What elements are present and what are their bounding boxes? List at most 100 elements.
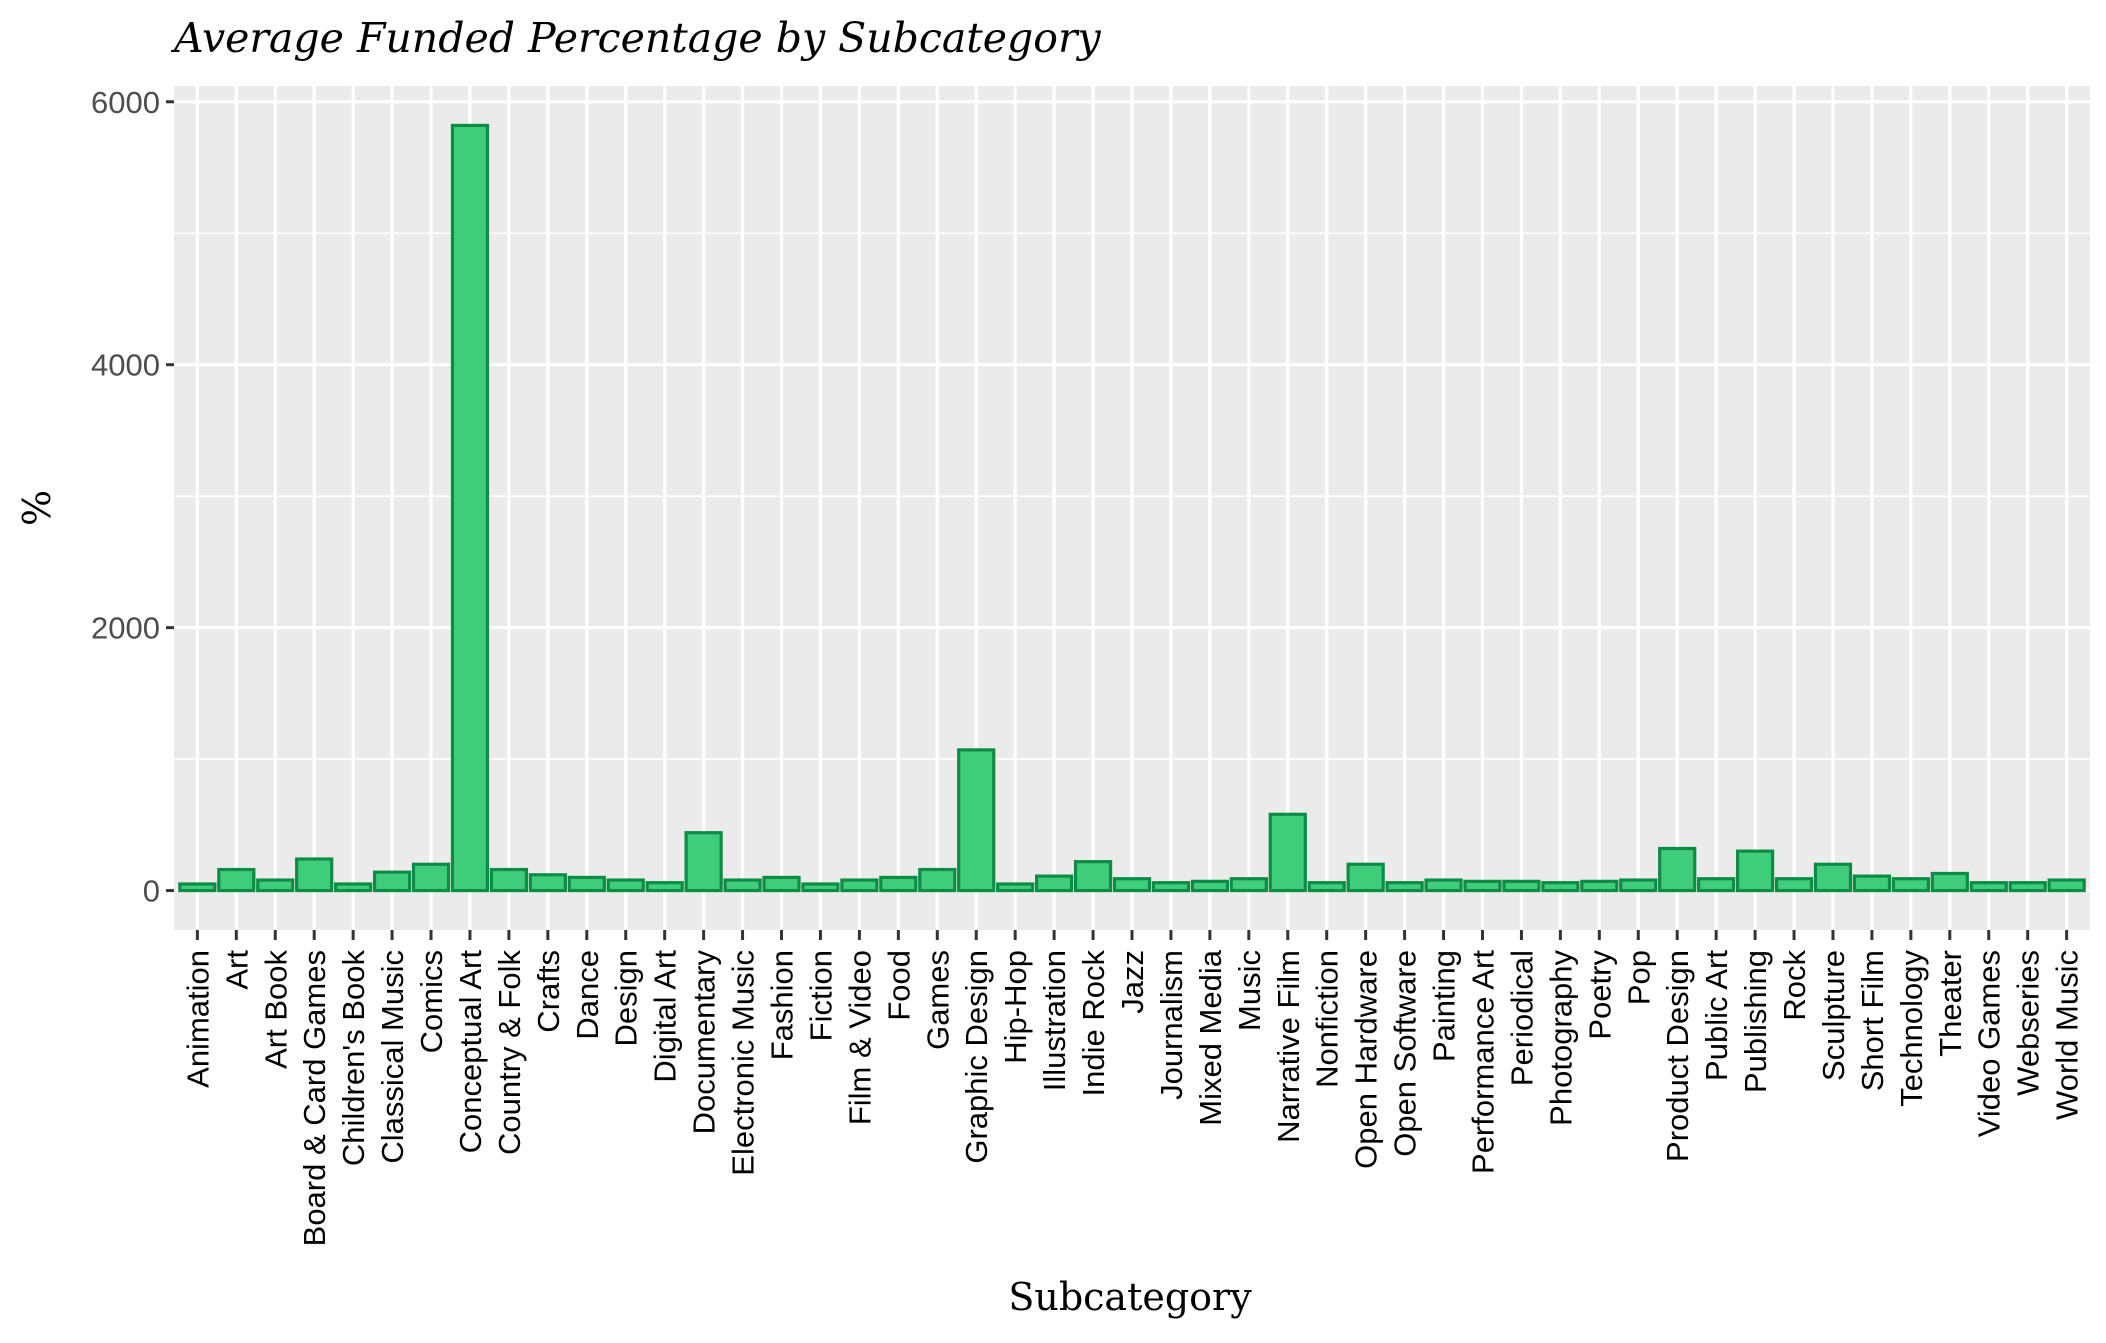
x-tick-label: Photography [1543,950,1578,1126]
bar [1541,881,1580,893]
x-tick-label: Games [920,950,955,1050]
y-tick-label: 4000 [91,348,160,383]
y-tick-label: 0 [143,874,160,909]
x-tick-label: Narrative Film [1271,950,1306,1143]
x-tick-label: Animation [180,950,215,1088]
x-tick-label: Public Art [1699,950,1734,1081]
bar [1619,878,1658,893]
x-tick-label: Pop [1621,950,1656,1005]
x-tick-label: Sculpture [1816,950,1851,1081]
x-tick-label: Video Games [1972,950,2007,1137]
bar [2008,881,2047,893]
x-tick-label: Performance Art [1465,950,1500,1174]
x-tick-label: Digital Art [648,950,683,1083]
bar [1151,881,1191,893]
bar [1190,879,1230,893]
x-tick-label: Film & Video [842,950,877,1125]
bar [450,123,490,893]
x-tick-label: Periodical [1504,950,1539,1086]
bar [1813,862,1853,893]
bar [1034,874,1074,893]
bar [762,875,801,893]
bar [178,882,217,893]
bar [1658,846,1697,893]
x-tick-label: Music [1232,950,1267,1031]
x-tick-label: World Music [2050,950,2085,1120]
bar [918,867,957,893]
x-tick-label: Short Film [1855,950,1890,1091]
bars [178,123,2086,893]
x-tick-label: Art Book [258,950,293,1069]
x-tick-label: Conceptual Art [453,950,488,1154]
x-tick-label: Classical Music [375,950,410,1164]
bar [1580,879,1619,893]
bar [1424,878,1463,893]
x-tick-label: Fashion [765,950,800,1060]
bar [528,873,567,893]
x-tick-label: Art [219,950,254,990]
x-tick-label: Electronic Music [726,950,761,1176]
bar [567,875,606,893]
x-tick-label: Children's Book [336,950,371,1167]
x-tick-label: Board & Card Games [297,950,332,1246]
bar [334,882,373,893]
y-tick-label: 2000 [91,611,160,646]
x-tick-label: Journalism [1154,950,1189,1100]
x-tick-label: Theater [1933,950,1968,1057]
bar [1229,877,1268,893]
bar [1385,881,1424,893]
bar [1774,877,1814,893]
bar [1346,862,1385,893]
x-tick-label: Graphic Design [959,950,994,1164]
bar [684,831,723,893]
x-tick-label: Comics [414,950,449,1053]
bar [217,867,256,893]
x-tick-label: Open Hardware [1349,950,1384,1169]
bar [411,862,451,893]
bar [1891,877,1930,893]
x-tick-label: Jazz [1115,950,1150,1014]
bar [295,857,334,893]
x-tick-label: Poetry [1582,950,1617,1040]
y-tick-label: 6000 [91,85,160,120]
bar [1307,881,1346,893]
y-axis-ticks: 0 2000 4000 6000 [91,85,174,909]
bar [645,881,684,893]
x-tick-label: Food [881,950,916,1021]
bar [723,878,762,893]
chart-title: Average Funded Percentage by Subcategory [170,14,1102,62]
bar [372,870,412,893]
bar [996,882,1035,893]
x-tick-label: Documentary [687,950,722,1135]
bar [801,882,840,893]
bar [1930,871,1969,893]
x-tick-label: Fiction [803,950,838,1041]
bar [1852,874,1892,893]
x-tick-label: Dance [570,950,605,1040]
grid-major [174,86,2090,930]
y-axis-title: % [15,490,59,526]
x-tick-label: Technology [1894,950,1929,1107]
bar [1697,877,1736,893]
x-tick-label: Mixed Media [1193,949,1228,1125]
bar [879,875,918,893]
bar [1969,881,2008,893]
bar [256,878,295,893]
x-tick-label: Hip-Hop [998,950,1033,1064]
x-tick-label: Product Design [1660,950,1695,1162]
bar [957,748,996,893]
bar [606,878,645,893]
x-tick-label: Publishing [1738,950,1773,1093]
x-tick-label: Country & Folk [492,950,527,1156]
bar [1268,812,1307,893]
x-axis-title: Subcategory [1008,1275,1252,1319]
x-tick-label: Design [609,950,644,1047]
x-tick-label: Painting [1427,950,1462,1062]
x-axis-ticks: Animation Art Art Book Board & Card Games Ch… [180,930,2085,1246]
bar [1073,860,1113,893]
bar [840,878,879,893]
x-tick-label: Illustration [1037,950,1072,1091]
x-tick-label: Rock [1777,950,1812,1021]
x-tick-label: Indie Rock [1076,950,1111,1097]
